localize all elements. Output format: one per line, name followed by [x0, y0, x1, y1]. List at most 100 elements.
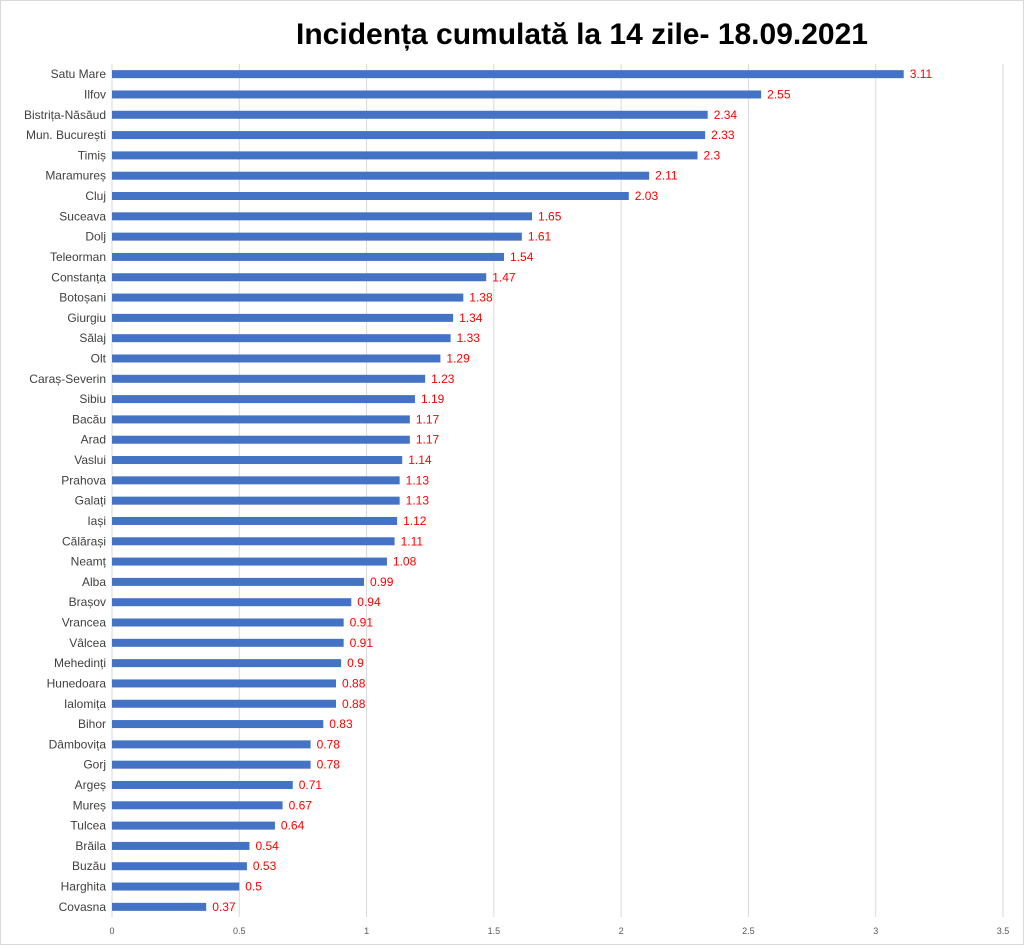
bar	[112, 862, 247, 871]
category-label: Caraș-Severin	[29, 372, 106, 386]
bar	[112, 252, 505, 261]
x-tick-label: 0	[109, 926, 114, 936]
data-label: 2.55	[767, 87, 791, 101]
category-label: Teleorman	[50, 250, 106, 264]
category-label: Sibiu	[79, 392, 106, 406]
category-label: Mehedinți	[54, 656, 106, 670]
category-label: Timiș	[78, 148, 106, 162]
bar	[112, 780, 293, 789]
category-label: Gorj	[83, 758, 106, 772]
category-label: Mureș	[73, 798, 106, 812]
bar	[112, 557, 387, 566]
data-label: 1.12	[403, 514, 427, 528]
data-label: 0.91	[350, 616, 374, 630]
bar	[112, 516, 398, 525]
data-label: 1.17	[416, 412, 440, 426]
category-label: Maramureș	[45, 169, 106, 183]
bar	[112, 618, 344, 627]
data-label: 0.5	[245, 880, 262, 894]
data-label: 1.11	[401, 534, 424, 548]
bar	[112, 679, 337, 688]
bar	[112, 90, 762, 99]
category-label: Cluj	[85, 189, 106, 203]
category-label: Satu Mare	[51, 67, 107, 81]
data-label: 2.3	[704, 148, 721, 162]
data-label: 0.78	[317, 758, 341, 772]
bar	[112, 659, 342, 668]
x-tick-label: 0.5	[233, 926, 246, 936]
data-label: 2.03	[635, 189, 659, 203]
category-label: Harghita	[61, 880, 107, 894]
data-label: 1.17	[416, 433, 440, 447]
data-label: 0.88	[342, 697, 366, 711]
bar	[112, 456, 403, 465]
data-label: 0.78	[317, 737, 341, 751]
bar	[112, 293, 464, 302]
category-label: Arad	[81, 433, 106, 447]
data-label: 0.91	[350, 636, 374, 650]
category-label: Vrancea	[62, 616, 107, 630]
category-label: Bistrița-Năsăud	[24, 108, 106, 122]
category-label: Covasna	[59, 900, 107, 914]
category-label: Neamț	[71, 555, 107, 569]
data-label: 0.88	[342, 676, 366, 690]
bar	[112, 171, 650, 180]
bar	[112, 476, 400, 485]
category-label: Ialomița	[64, 697, 106, 711]
data-label: 1.29	[446, 351, 470, 365]
data-label: 2.33	[711, 128, 735, 142]
data-label: 0.37	[212, 900, 236, 914]
category-label: Galați	[75, 494, 106, 508]
x-tick-label: 3.5	[997, 926, 1010, 936]
data-label: 1.54	[510, 250, 534, 264]
bar	[112, 131, 706, 140]
chart-title: Incidența cumulată la 14 zile- 18.09.202…	[296, 18, 868, 51]
bar	[112, 395, 415, 404]
bar	[112, 212, 533, 221]
category-label: Iași	[87, 514, 106, 528]
category-label: Călărași	[62, 534, 106, 548]
category-label: Bacău	[72, 412, 106, 426]
bar	[112, 638, 344, 647]
x-tick-label: 1.5	[488, 926, 501, 936]
bar	[112, 720, 324, 729]
data-label: 1.19	[421, 392, 445, 406]
category-label: Ilfov	[84, 87, 106, 101]
bar	[112, 313, 454, 322]
data-label: 0.54	[255, 839, 279, 853]
bar	[112, 374, 426, 383]
data-label: 1.08	[393, 555, 417, 569]
x-tick-label: 2.5	[742, 926, 755, 936]
category-label: Brăila	[75, 839, 106, 853]
bar	[112, 232, 522, 241]
data-label: 1.65	[538, 209, 562, 223]
data-label: 1.14	[408, 453, 432, 467]
data-label: 0.64	[281, 819, 305, 833]
data-label: 2.34	[714, 108, 738, 122]
data-label: 0.99	[370, 575, 394, 589]
data-label: 0.71	[299, 778, 323, 792]
bar	[112, 699, 337, 708]
category-label: Buzău	[72, 859, 106, 873]
x-tick-label: 2	[619, 926, 624, 936]
category-label: Sălaj	[79, 331, 106, 345]
data-label: 0.67	[289, 798, 313, 812]
category-label: Constanța	[51, 270, 106, 284]
bar	[112, 496, 400, 505]
data-label: 3.11	[910, 67, 933, 81]
bar	[112, 882, 240, 891]
category-label: Alba	[82, 575, 106, 589]
category-label: Tulcea	[70, 819, 106, 833]
category-label: Prahova	[61, 473, 106, 487]
category-label: Hunedoara	[47, 676, 107, 690]
category-label: Mun. București	[26, 128, 106, 142]
data-label: 2.11	[655, 169, 678, 183]
bar	[112, 577, 365, 586]
data-label: 1.13	[406, 494, 430, 508]
bar	[112, 273, 487, 282]
bar	[112, 841, 250, 850]
bar	[112, 415, 410, 424]
category-label: Dâmbovița	[49, 737, 107, 751]
bar	[112, 354, 441, 363]
category-label: Argeș	[75, 778, 106, 792]
